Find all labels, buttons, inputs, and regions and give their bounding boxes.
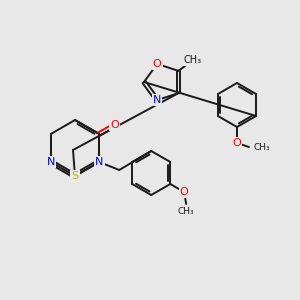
- Text: N: N: [46, 157, 55, 167]
- Text: CH₃: CH₃: [178, 206, 194, 215]
- Text: S: S: [71, 171, 79, 181]
- Text: O: O: [180, 187, 188, 197]
- Text: O: O: [110, 120, 119, 130]
- Text: N: N: [153, 95, 161, 105]
- Text: CH₃: CH₃: [184, 55, 202, 65]
- Text: O: O: [232, 138, 242, 148]
- Text: O: O: [153, 59, 161, 69]
- Text: CH₃: CH₃: [254, 142, 271, 152]
- Text: N: N: [95, 157, 103, 167]
